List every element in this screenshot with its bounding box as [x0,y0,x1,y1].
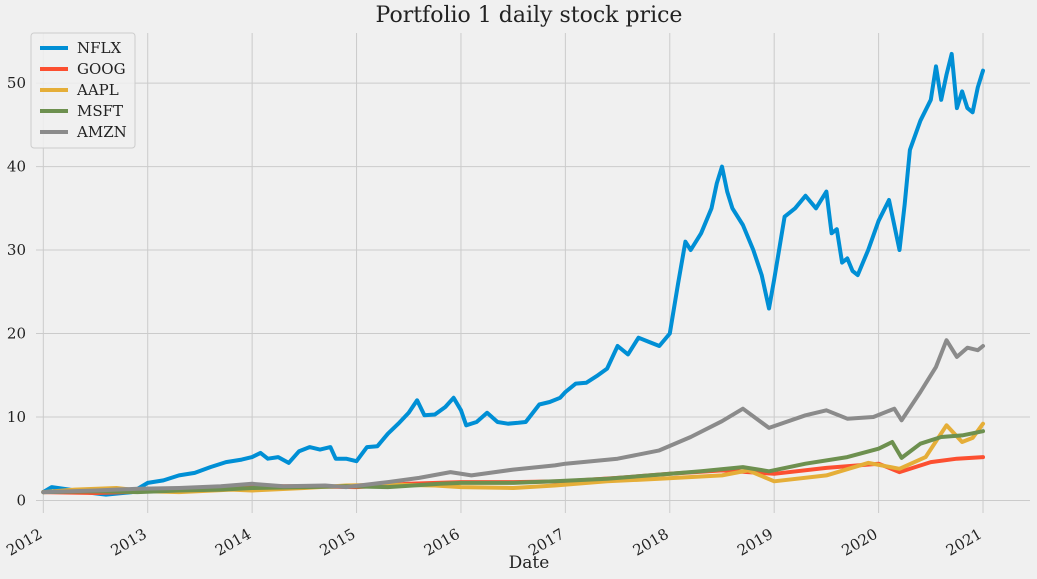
series-line-msft [41,429,985,495]
y-tick-label: 30 [7,241,26,259]
y-tick-label: 0 [16,491,26,509]
y-tick-label: 40 [7,158,26,176]
legend: NFLX GOOG AAPL MSFT AMZN [30,32,136,149]
legend-label-nflx: NFLX [77,39,121,57]
y-tick-label: 20 [7,325,26,343]
legend-label-amzn: AMZN [76,123,127,141]
legend-label-goog: GOOG [77,60,126,78]
legend-box [30,32,136,149]
x-axis-label: Date [509,553,550,573]
legend-label-aapl: AAPL [76,81,119,99]
series-line-nflx [41,51,985,497]
series-line-amzn [41,338,985,495]
y-tick-label: 10 [7,408,26,426]
y-tick-label: 50 [7,74,26,92]
grid [36,33,1030,513]
y-axis-ticks: 0 10 20 30 40 50 [7,74,26,509]
legend-label-msft: MSFT [77,102,123,120]
series-layer [41,51,985,497]
chart-title: Portfolio 1 daily stock price [376,3,683,28]
